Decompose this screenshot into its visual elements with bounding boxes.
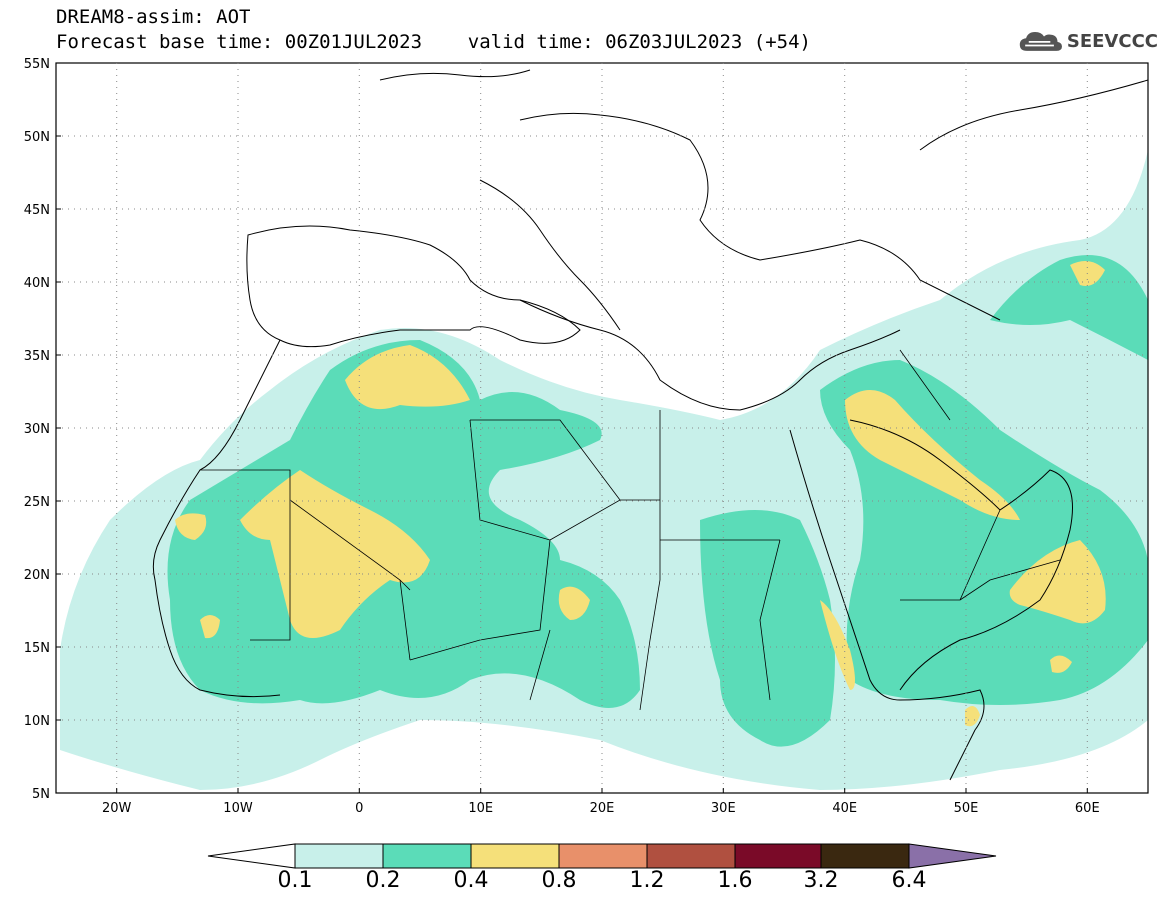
lat-label: 50N	[24, 130, 50, 145]
colorbar-label: 1.2	[629, 868, 665, 893]
colorbar-swatch	[470, 843, 560, 869]
lon-label: 50E	[954, 801, 979, 816]
lon-label: 30E	[711, 801, 736, 816]
colorbar-high-arrow	[908, 843, 997, 869]
seevccc-logo: SEEVCCC	[1018, 26, 1158, 56]
colorbar-label: 0.1	[277, 868, 313, 893]
lon-label: 0	[355, 801, 363, 816]
colorbar-label: 6.4	[891, 868, 927, 893]
colorbar-swatch	[734, 843, 822, 869]
colorbar-label: 1.6	[717, 868, 753, 893]
country-borders	[200, 349, 1061, 711]
lon-label: 60E	[1075, 801, 1100, 816]
lat-label: 10N	[24, 714, 50, 729]
lon-label: 10W	[223, 801, 253, 816]
colorbar	[207, 843, 997, 869]
lon-label: 40E	[832, 801, 857, 816]
colorbar-swatch	[294, 843, 384, 869]
colorbar-swatch	[558, 843, 648, 869]
axis-ticks	[56, 62, 1088, 794]
longitude-labels: 20W 10W 0 10E 20E 30E 40E 50E 60E	[102, 801, 1100, 816]
colorbar-swatch	[646, 843, 736, 869]
lat-label: 30N	[24, 422, 50, 437]
lat-label: 35N	[24, 349, 50, 364]
lat-label: 5N	[32, 787, 50, 802]
lat-label: 40N	[24, 276, 50, 291]
map-subtitle-times: Forecast base time: 00Z01JUL2023 valid t…	[56, 31, 811, 53]
latitude-labels: 55N 50N 45N 40N 35N 30N 25N 20N 15N 10N …	[24, 57, 50, 802]
lon-label: 20E	[590, 801, 615, 816]
colorbar-label: 0.8	[541, 868, 577, 893]
lat-label: 45N	[24, 203, 50, 218]
lon-label: 10E	[468, 801, 493, 816]
colorbar-swatch	[820, 843, 910, 869]
cloud-icon	[1019, 32, 1062, 51]
colorbar-label: 0.2	[365, 868, 401, 893]
lat-label: 55N	[24, 57, 50, 72]
lat-label: 20N	[24, 568, 50, 583]
lat-label: 15N	[24, 641, 50, 656]
colorbar-label: 0.4	[453, 868, 489, 893]
logo-text: SEEVCCC	[1066, 30, 1158, 52]
aot-field	[60, 150, 1148, 790]
lat-label: 25N	[24, 495, 50, 510]
graticule	[56, 63, 1148, 793]
map-title: DREAM8-assim: AOT	[56, 6, 251, 28]
coastlines	[152, 69, 1148, 781]
lon-label: 20W	[102, 801, 132, 816]
colorbar-label: 3.2	[803, 868, 839, 893]
colorbar-swatch	[382, 843, 472, 869]
colorbar-low-arrow	[207, 843, 296, 869]
